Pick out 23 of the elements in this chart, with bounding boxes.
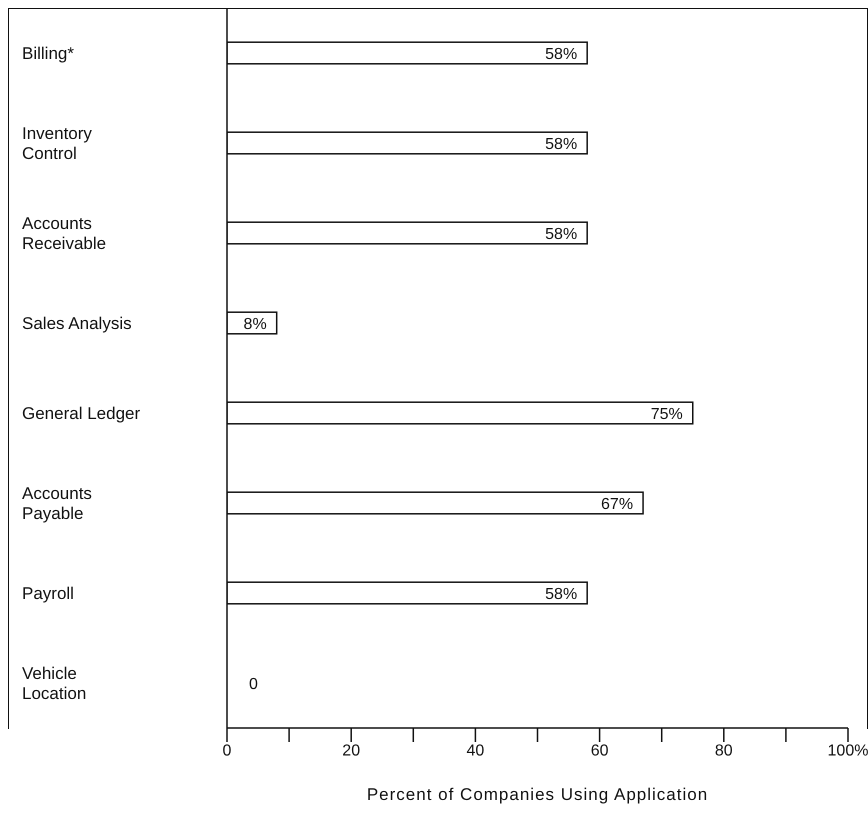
y-tick-label: Vehicle Location: [22, 664, 86, 703]
x-tick-label: 100%: [828, 742, 868, 760]
x-tick-label: 40: [466, 742, 484, 760]
y-tick-label: Sales Analysis: [22, 314, 132, 333]
data-label: 67%: [601, 496, 634, 513]
data-label: 58%: [545, 46, 578, 63]
y-tick-label: Accounts Receivable: [22, 214, 106, 253]
data-label: 58%: [545, 586, 578, 603]
y-tick-label: General Ledger: [22, 404, 140, 423]
y-tick-label: Payroll: [22, 584, 74, 603]
x-tick-label: 60: [590, 742, 609, 760]
x-axis-title: Percent of Companies Using Application: [366, 785, 708, 804]
data-label: 8%: [244, 316, 267, 333]
x-tick-label: 0: [222, 742, 232, 760]
y-tick-label: Accounts Payable: [22, 484, 92, 523]
x-tick-label: 20: [342, 742, 360, 760]
data-label: 58%: [545, 226, 578, 243]
data-label: 0: [249, 676, 258, 693]
data-label: 58%: [545, 136, 578, 153]
x-tick-label: 80: [714, 742, 733, 760]
data-label: 75%: [650, 406, 683, 423]
y-tick-label: Inventory Control: [22, 124, 92, 163]
y-tick-label: Billing*: [22, 44, 74, 63]
